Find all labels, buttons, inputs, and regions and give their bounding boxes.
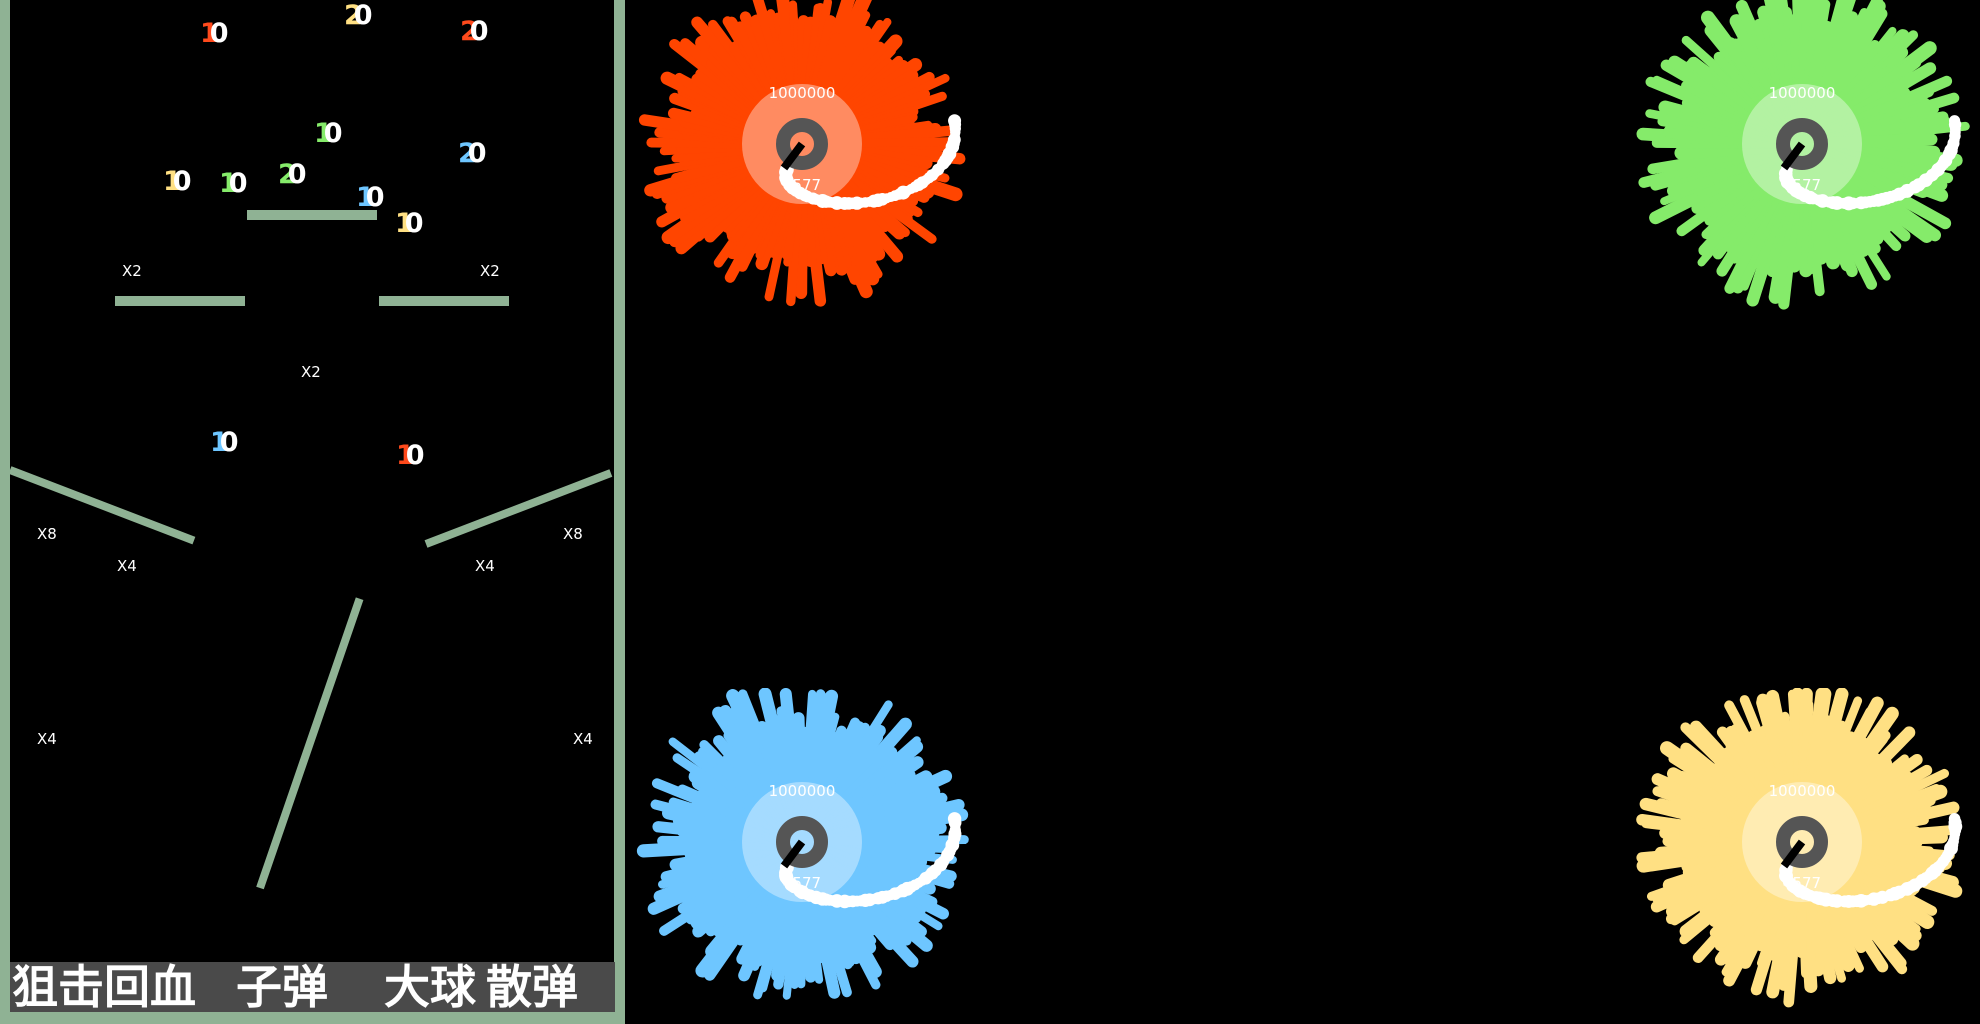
boss-graphic bbox=[636, 688, 969, 1000]
boss-score: 4577 bbox=[1782, 874, 1822, 892]
bumper-bar-left bbox=[115, 296, 245, 306]
flipper-right bbox=[424, 469, 613, 548]
score-peg: 20 bbox=[458, 138, 486, 169]
boss-cannon bbox=[780, 141, 806, 171]
boss-hp: 1000000 bbox=[1768, 782, 1836, 800]
boss-core-ring bbox=[1776, 118, 1828, 170]
bumper-bar-top bbox=[247, 210, 377, 220]
multiplier-label: X4 bbox=[573, 730, 593, 748]
score-peg: 10 bbox=[395, 208, 423, 239]
boss-cannon bbox=[1780, 839, 1806, 869]
multiplier-label: X4 bbox=[475, 557, 495, 575]
boss-core-ring bbox=[1776, 816, 1828, 868]
boss-core-ring bbox=[776, 816, 828, 868]
score-peg: 10 bbox=[219, 168, 247, 199]
score-peg: 20 bbox=[460, 16, 488, 47]
pinball-board: X2 X2 X2 X8 X8 X4 X4 X4 X4 10 20 20 10 1… bbox=[0, 0, 625, 1024]
boss-graphic bbox=[638, 0, 966, 307]
powerup-scatter[interactable]: 散弹 bbox=[486, 960, 578, 1014]
powerup-snipe-heal[interactable]: 狙击回血 bbox=[12, 960, 196, 1014]
powerup-big-ball[interactable]: 大球 bbox=[384, 960, 476, 1014]
boss-hp: 1000000 bbox=[768, 782, 836, 800]
multiplier-label: X2 bbox=[480, 262, 500, 280]
boss-core-ring bbox=[776, 118, 828, 170]
boss-score: 4577 bbox=[1782, 176, 1822, 194]
multiplier-label: X4 bbox=[117, 557, 137, 575]
yellow-boss: 1000000 4577 bbox=[1622, 688, 1980, 1008]
multiplier-label: X2 bbox=[301, 363, 321, 381]
boss-cannon bbox=[780, 839, 806, 869]
score-peg: 10 bbox=[200, 18, 228, 49]
blue-boss: 1000000 4577 bbox=[622, 688, 982, 1008]
red-boss: 1000000 4577 bbox=[622, 0, 982, 310]
score-peg: 20 bbox=[344, 0, 372, 31]
boss-graphic bbox=[1636, 688, 1963, 1008]
bumper-bar-right bbox=[379, 296, 509, 306]
launcher-ramp bbox=[256, 597, 364, 890]
board-left-wall bbox=[0, 0, 10, 1024]
board-right-wall bbox=[614, 0, 625, 1024]
score-peg: 10 bbox=[396, 440, 424, 471]
boss-hp: 1000000 bbox=[1768, 84, 1836, 102]
score-peg: 10 bbox=[163, 166, 191, 197]
ball-trail bbox=[779, 114, 962, 210]
ball-trail bbox=[1778, 115, 1962, 211]
multiplier-label: X4 bbox=[37, 730, 57, 748]
powerup-bullet[interactable]: 子弹 bbox=[236, 960, 328, 1014]
boss-score: 4577 bbox=[782, 874, 822, 892]
multiplier-label: X2 bbox=[122, 262, 142, 280]
boss-cannon bbox=[1780, 141, 1806, 171]
green-boss: 1000000 4577 bbox=[1622, 0, 1980, 310]
boss-score: 4577 bbox=[782, 176, 822, 194]
ball-trail bbox=[779, 812, 962, 909]
boss-graphic bbox=[1636, 0, 1970, 310]
boss-hp: 1000000 bbox=[768, 84, 836, 102]
score-peg: 20 bbox=[278, 159, 306, 190]
board-floor bbox=[0, 1012, 625, 1024]
score-peg: 10 bbox=[210, 427, 238, 458]
score-peg: 10 bbox=[314, 118, 342, 149]
powerup-bar: 狙击回血 子弹 大球 散弹 bbox=[10, 962, 615, 1012]
score-peg: 10 bbox=[356, 182, 384, 213]
ball-trail bbox=[1779, 812, 1963, 908]
multiplier-label: X8 bbox=[37, 525, 57, 543]
multiplier-label: X8 bbox=[563, 525, 583, 543]
